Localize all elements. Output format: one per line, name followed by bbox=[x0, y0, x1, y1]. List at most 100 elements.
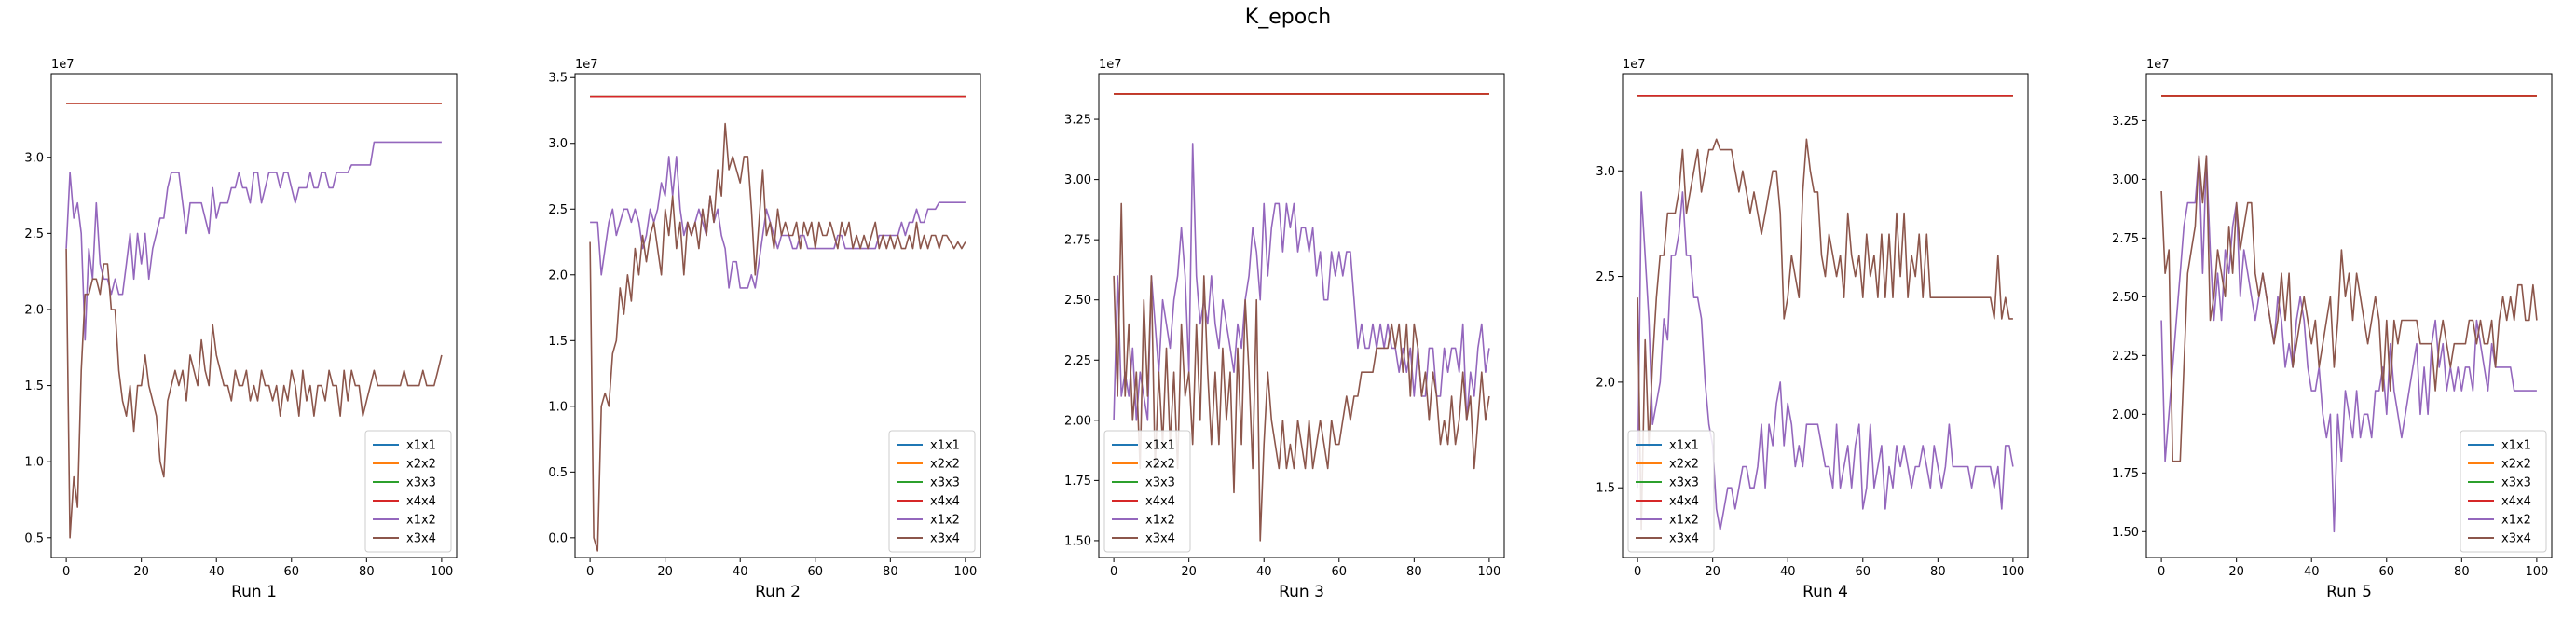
y-tick-label: 2.25 bbox=[2112, 350, 2139, 364]
y-tick-label: 3.25 bbox=[1064, 114, 1091, 128]
series-line-x3x4 bbox=[65, 248, 443, 539]
x-tick-label: 60 bbox=[1856, 565, 1871, 579]
legend-label: x2x2 bbox=[1145, 458, 1175, 472]
x-tick-label: 80 bbox=[2454, 565, 2470, 579]
legend-label: x3x3 bbox=[1145, 476, 1175, 490]
legend-label: x4x4 bbox=[2501, 495, 2531, 509]
legend: x1x1 x2x2 x3x3 x4x4 x1x2 x3x4 bbox=[888, 430, 976, 553]
legend-label: x3x4 bbox=[2501, 532, 2531, 546]
x-tick-label: 80 bbox=[1406, 565, 1422, 579]
x-tick-label: 100 bbox=[953, 565, 977, 579]
legend-label: x1x2 bbox=[930, 514, 960, 528]
y-tick-label: 0.0 bbox=[548, 531, 568, 545]
y-tick-label: 2.0 bbox=[1596, 376, 1615, 390]
series-line-x3x4 bbox=[589, 122, 966, 552]
legend-label: x1x1 bbox=[930, 439, 960, 453]
x-tick-label: 20 bbox=[657, 565, 673, 579]
y-tick-label: 1.75 bbox=[2112, 467, 2139, 481]
y-tick-label: 2.5 bbox=[1596, 270, 1615, 284]
legend-label: x1x1 bbox=[2501, 439, 2531, 453]
x-axis-label: Run 2 bbox=[755, 583, 801, 601]
legend-label: x1x1 bbox=[1145, 439, 1175, 453]
subplot-run-3: 1e7 0 20 40 60 80 100 1.50 1.75 2.00 2.25 2.50 2.75 3… bbox=[1064, 58, 1505, 601]
subplot-run-1: 1e7 0 20 40 60 80 100 0.5 1.0 1.5 2.0 2.5 3.0 Run 1 x1… bbox=[24, 58, 458, 601]
y-tick-label: 3.0 bbox=[24, 151, 44, 165]
x-tick-label: 20 bbox=[2228, 565, 2244, 579]
x-tick-label: 0 bbox=[62, 565, 70, 579]
x-tick-label: 20 bbox=[1181, 565, 1197, 579]
y-tick-label: 2.75 bbox=[2112, 232, 2139, 246]
legend: x1x1 x2x2 x3x3 x4x4 x1x2 x3x4 bbox=[364, 430, 452, 553]
x-tick-label: 60 bbox=[2379, 565, 2395, 579]
legend-box bbox=[1627, 430, 1715, 553]
x-tick-label: 60 bbox=[808, 565, 824, 579]
y-tick-label: 3.00 bbox=[1064, 173, 1091, 187]
y-tick-label: 1.50 bbox=[1064, 534, 1091, 548]
subplot-run-5: 1e7 0 20 40 60 80 100 1.50 1.75 2.00 2.25 2.50 2.75 3… bbox=[2112, 58, 2553, 601]
y-tick-label: 2.75 bbox=[1064, 234, 1091, 248]
y-tick-label: 2.0 bbox=[548, 269, 568, 282]
y-tick-label: 1.75 bbox=[1064, 475, 1091, 489]
axis-scale-label: 1e7 bbox=[1623, 58, 1646, 72]
x-tick-label: 40 bbox=[733, 565, 748, 579]
x-tick-label: 100 bbox=[1477, 565, 1500, 579]
y-tick-label: 2.50 bbox=[1064, 294, 1091, 308]
legend-box bbox=[888, 430, 976, 553]
x-tick-label: 40 bbox=[209, 565, 225, 579]
legend-label: x1x2 bbox=[406, 514, 436, 528]
y-tick-label: 1.50 bbox=[2112, 526, 2139, 540]
legend-box bbox=[2460, 430, 2547, 553]
y-tick-label: 2.5 bbox=[548, 203, 568, 217]
legend-label: x1x2 bbox=[2501, 514, 2531, 528]
legend-label: x4x4 bbox=[406, 495, 436, 509]
legend-label: x1x2 bbox=[1669, 514, 1699, 528]
axis-scale-label: 1e7 bbox=[2146, 58, 2170, 72]
series-line-x3x4 bbox=[2160, 155, 2538, 462]
x-tick-label: 0 bbox=[586, 565, 594, 579]
legend-box bbox=[1103, 430, 1191, 553]
y-tick-label: 3.0 bbox=[1596, 165, 1615, 179]
x-tick-label: 100 bbox=[2525, 565, 2548, 579]
axis-scale-label: 1e7 bbox=[1099, 58, 1122, 72]
y-tick-label: 2.0 bbox=[24, 303, 44, 317]
y-tick-label: 2.00 bbox=[2112, 408, 2139, 422]
x-tick-label: 100 bbox=[2001, 565, 2024, 579]
legend-label: x4x4 bbox=[1669, 495, 1699, 509]
legend-label: x3x3 bbox=[2501, 476, 2531, 490]
x-tick-label: 60 bbox=[1332, 565, 1348, 579]
legend-box bbox=[364, 430, 452, 553]
y-tick-label: 0.5 bbox=[548, 466, 568, 480]
x-tick-label: 20 bbox=[133, 565, 149, 579]
x-tick-label: 40 bbox=[1256, 565, 1272, 579]
y-tick-label: 2.25 bbox=[1064, 354, 1091, 368]
legend-label: x3x3 bbox=[1669, 476, 1699, 490]
y-tick-label: 2.5 bbox=[24, 227, 44, 241]
y-tick-label: 2.50 bbox=[2112, 291, 2139, 305]
legend: x1x1 x2x2 x3x3 x4x4 x1x2 x3x4 bbox=[1103, 430, 1191, 553]
y-tick-label: 1.0 bbox=[24, 456, 44, 470]
x-tick-label: 0 bbox=[1110, 565, 1117, 579]
x-axis-label: Run 1 bbox=[231, 583, 277, 601]
x-tick-label: 0 bbox=[1634, 565, 1641, 579]
y-tick-label: 1.0 bbox=[548, 400, 568, 414]
subplot-run-2: 1e7 0 20 40 60 80 100 0.0 0.5 1.0 1.5 2.0 2.5 3.0 3.5 R… bbox=[548, 58, 981, 601]
series-line-x1x2 bbox=[2160, 155, 2537, 533]
series-line-x3x4 bbox=[1637, 138, 2013, 531]
y-tick-label: 2.00 bbox=[1064, 414, 1091, 428]
x-axis-label: Run 5 bbox=[2326, 583, 2372, 601]
y-tick-label: 3.25 bbox=[2112, 115, 2139, 129]
legend-label: x2x2 bbox=[406, 458, 436, 472]
x-axis-label: Run 3 bbox=[1279, 583, 1324, 601]
legend-label: x1x1 bbox=[406, 439, 436, 453]
x-tick-label: 40 bbox=[1780, 565, 1796, 579]
y-tick-label: 1.5 bbox=[548, 335, 568, 349]
legend-label: x3x4 bbox=[930, 532, 960, 546]
y-tick-label: 3.00 bbox=[2112, 173, 2139, 187]
legend-label: x2x2 bbox=[2501, 458, 2531, 472]
x-tick-label: 40 bbox=[2304, 565, 2320, 579]
legend-label: x2x2 bbox=[1669, 458, 1699, 472]
legend-label: x3x4 bbox=[1145, 532, 1175, 546]
legend-label: x1x1 bbox=[1669, 439, 1699, 453]
series-line-x1x2 bbox=[1637, 191, 2014, 531]
